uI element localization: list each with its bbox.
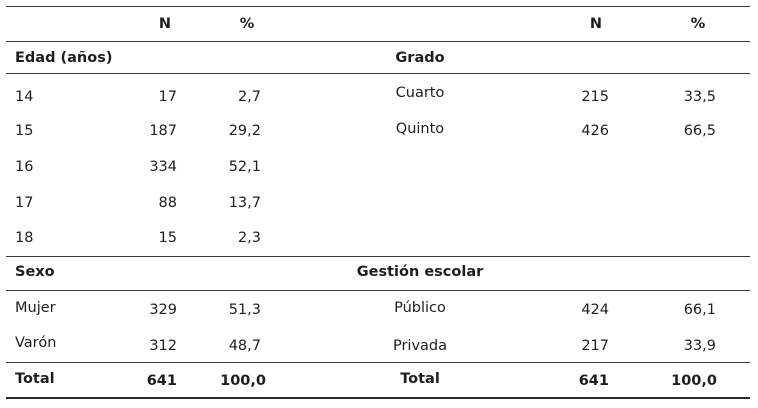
- header-pct-right: %: [690, 16, 706, 32]
- row-label: Público: [394, 300, 446, 316]
- total-top-rule: [6, 362, 750, 363]
- row-label: 14: [15, 89, 34, 105]
- row-label: Quinto: [395, 121, 445, 137]
- row-n: 334: [149, 159, 177, 175]
- total-pct: 100,0: [220, 373, 266, 389]
- row-label: Varón: [15, 335, 57, 351]
- section1-rule: [6, 73, 750, 74]
- section-title-edad: Edad (años): [15, 50, 113, 66]
- row-n: 312: [149, 338, 177, 354]
- row-label: Mujer: [15, 300, 56, 316]
- header-pct-left: %: [239, 16, 255, 32]
- header-n-left: N: [158, 16, 172, 32]
- row-pct: 66,5: [683, 123, 716, 139]
- row-label: 15: [15, 123, 34, 139]
- section-title-grado: Grado: [395, 50, 445, 66]
- total-n: 641: [578, 373, 609, 389]
- row-n: 329: [149, 302, 177, 318]
- section2-rule: [6, 290, 750, 291]
- row-n: 217: [581, 338, 609, 354]
- row-label: Cuarto: [395, 85, 445, 101]
- section-title-gestion: Gestión escolar: [356, 264, 484, 280]
- row-n: 17: [158, 89, 177, 105]
- row-pct: 48,7: [228, 338, 261, 354]
- row-pct: 2,3: [237, 230, 261, 246]
- row-pct: 33,5: [683, 89, 716, 105]
- row-n: 88: [158, 195, 177, 211]
- total-label: Total: [15, 371, 55, 387]
- top-rule: [6, 6, 750, 7]
- header-rule: [6, 41, 750, 42]
- row-label: Privada: [392, 338, 448, 354]
- row-pct: 2,7: [237, 89, 261, 105]
- row-pct: 51,3: [228, 302, 261, 318]
- total-n: 641: [146, 373, 177, 389]
- row-n: 424: [581, 302, 609, 318]
- total-pct: 100,0: [671, 373, 717, 389]
- bottom-rule: [6, 397, 750, 399]
- row-label: 18: [15, 230, 34, 246]
- section2-top-rule: [6, 256, 750, 257]
- row-pct: 13,7: [228, 195, 261, 211]
- header-n-right: N: [589, 16, 603, 32]
- section-title-sexo: Sexo: [15, 264, 55, 280]
- row-n: 426: [581, 123, 609, 139]
- total-label: Total: [400, 371, 440, 387]
- row-pct: 66,1: [683, 302, 716, 318]
- row-n: 215: [581, 89, 609, 105]
- row-n: 15: [158, 230, 177, 246]
- row-label: 16: [15, 159, 34, 175]
- row-pct: 29,2: [228, 123, 261, 139]
- row-pct: 33,9: [683, 338, 716, 354]
- row-label: 17: [15, 195, 34, 211]
- row-pct: 52,1: [228, 159, 261, 175]
- row-n: 187: [149, 123, 177, 139]
